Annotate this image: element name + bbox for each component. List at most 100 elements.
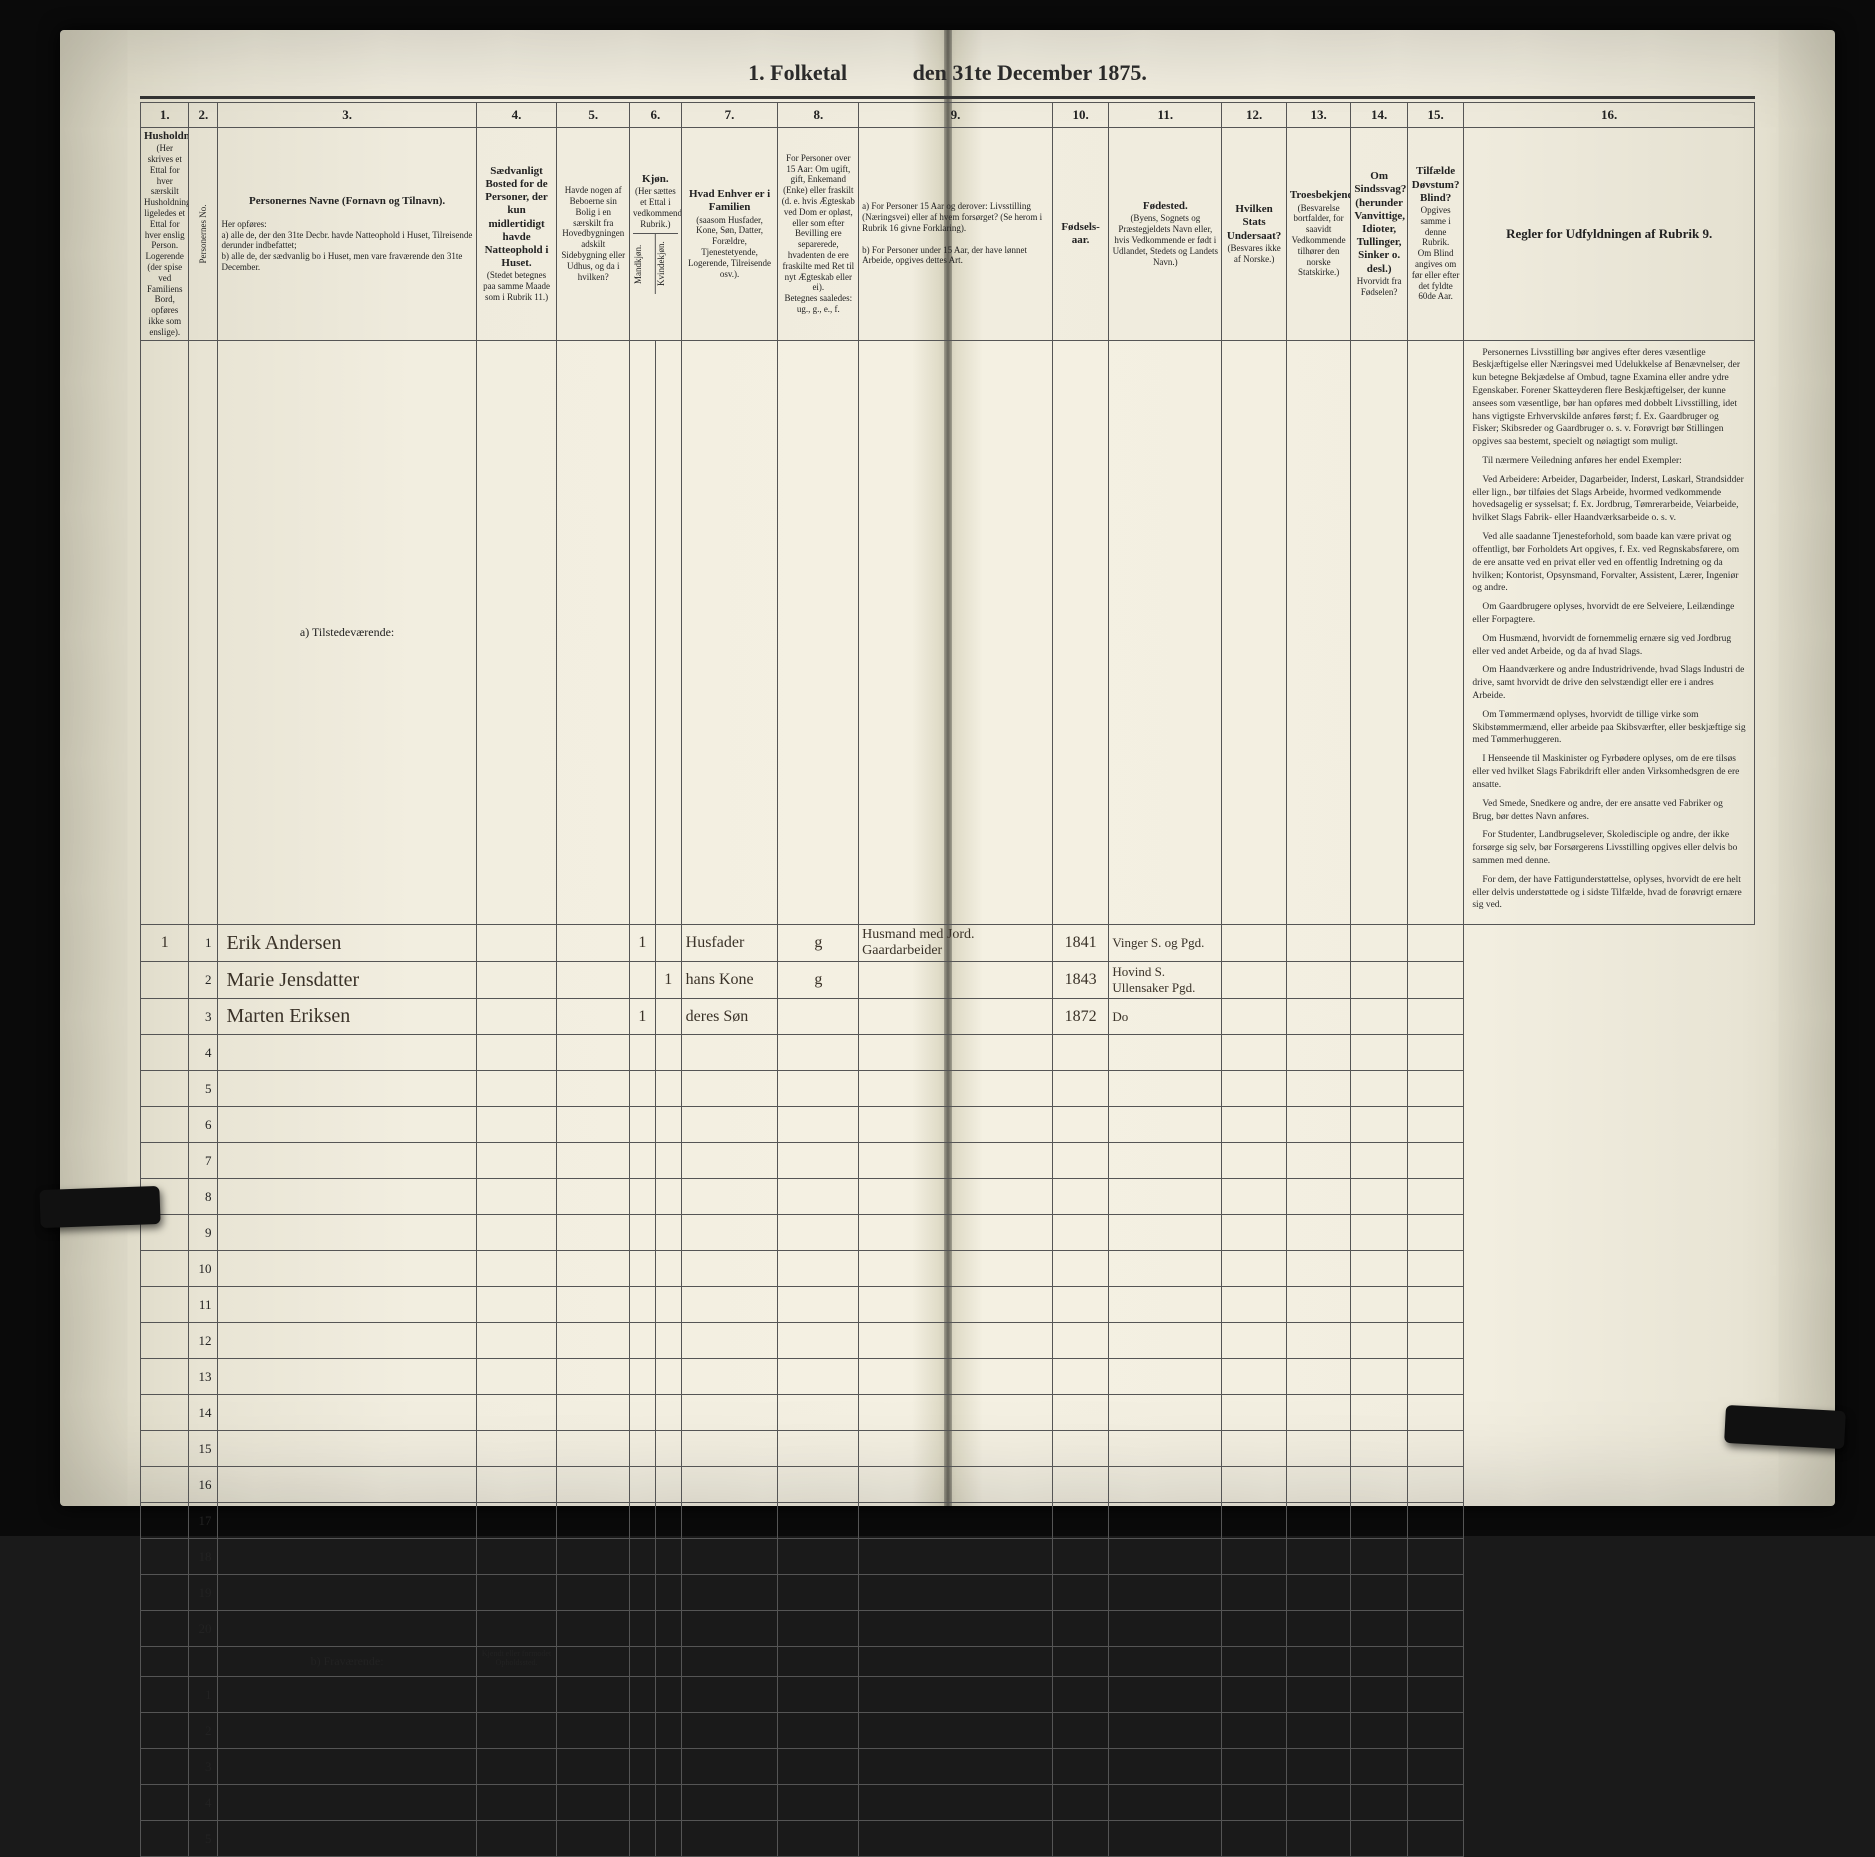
table-row-blank: 20 [141, 1611, 1755, 1647]
cell-hh: 1 [141, 925, 189, 962]
cell-rownum: 11 [189, 1287, 218, 1323]
cell-sex-k: 1 [655, 962, 681, 999]
hdr-2-txt: Personernes No. [198, 204, 208, 263]
table-row-blank: 15 [141, 1431, 1755, 1467]
instruction-paragraph: Om Tømmermænd oplyses, hvorvidt de tilli… [1472, 709, 1746, 747]
cell-rownum: 8 [189, 1179, 218, 1215]
cell-rownum: 2 [189, 962, 218, 999]
hdr-15-title: Tilfælde Døvstum? Blind? [1412, 165, 1460, 203]
hdr-8-sub: (d. e. hvis Ægteskab ved Dom er opløst, … [782, 196, 855, 292]
cell-rownum: 17 [189, 1503, 218, 1539]
colnum-4: 4. [476, 103, 557, 128]
cell-5 [557, 962, 630, 999]
table-row-blank: 18 [141, 1539, 1755, 1575]
table-row-blank-b: 3 [141, 1749, 1755, 1785]
table-row-blank: 13 [141, 1359, 1755, 1395]
hdr-12-title: Hvilken Stats Undersaat? [1227, 203, 1281, 241]
cell-occ [859, 962, 1053, 999]
cell-sex-m: 1 [630, 925, 656, 962]
hdr-4-sub: (Stedet betegnes paa samme Maade som i R… [483, 270, 550, 302]
cell-5 [557, 999, 630, 1035]
hdr-10: Fødsels-aar. [1052, 128, 1108, 341]
section-b-note: Kjendt eller formodet Opholdssted. [476, 1647, 557, 1677]
cell-rownum: 5 [189, 1821, 218, 1857]
cell-rownum: 9 [189, 1215, 218, 1251]
section-b-row: b) Fraværende: Kjendt eller formodet Oph… [141, 1647, 1755, 1677]
census-ledger: 1. 2. 3. 4. 5. 6. 7. 8. 9. 10. 11. 12. 1… [140, 102, 1755, 1466]
hdr-15-note: Opgives samme i denne Rubrik. [1420, 205, 1450, 247]
cell-rownum: 6 [189, 1107, 218, 1143]
hdr-1-note: Logerende (der spise ved Familiens Bord,… [145, 251, 183, 337]
colnum-11: 11. [1109, 103, 1222, 128]
instruction-paragraph: I Henseende til Maskinister og Fyrbødere… [1472, 753, 1746, 791]
cell-12 [1222, 925, 1287, 962]
cell-civ [778, 999, 859, 1035]
hdr-8-title: For Personer over 15 Aar: Om ugift, gift… [783, 153, 853, 195]
hdr-14-sub: Hvorvidt fra Fødselen? [1357, 276, 1402, 297]
table-row-blank: 19 [141, 1575, 1755, 1611]
colnum-12: 12. [1222, 103, 1287, 128]
cell-fam: hans Kone [681, 962, 778, 999]
hdr-13-sub: (Besvarelse bortfalder, for saavidt Vedk… [1292, 203, 1346, 278]
table-row-blank: 14 [141, 1395, 1755, 1431]
instruction-paragraph: Ved alle saadanne Tjenesteforhold, som b… [1472, 531, 1746, 595]
cell-occ: Husmand med Jord. Gaardarbeider [859, 925, 1053, 962]
hdr-7-title: Hvad Enhver er i Familien [689, 188, 770, 213]
cell-hh [141, 962, 189, 999]
instruction-paragraph: Personernes Livsstilling bør angives eft… [1472, 347, 1746, 450]
cell-rownum: 13 [189, 1359, 218, 1395]
hdr-9a: For Personer 15 Aar og derover: Livsstil… [862, 201, 1042, 233]
cell-5 [557, 925, 630, 962]
cell-14 [1351, 962, 1407, 999]
cell-rownum: 3 [189, 1749, 218, 1785]
cell-rownum: 19 [189, 1575, 218, 1611]
cell-rownum: 1 [189, 925, 218, 962]
hdr-3: Personernes Navne (Fornavn og Tilnavn). … [218, 128, 476, 341]
hdr-13-title: Troesbekjendelse. [1290, 189, 1351, 201]
hdr-8: For Personer over 15 Aar: Om ugift, gift… [778, 128, 859, 341]
cell-year: 1841 [1052, 925, 1108, 962]
hdr-6b: Kvindekjøn. [656, 234, 678, 294]
hdr-14: Om Sindssvag? (herunder Vanvittige, Idio… [1351, 128, 1407, 341]
cell-13 [1286, 962, 1351, 999]
colnum-2: 2. [189, 103, 218, 128]
hdr-15: Tilfælde Døvstum? Blind? Opgives samme i… [1407, 128, 1463, 341]
colnum-14: 14. [1351, 103, 1407, 128]
hdr-3-sub: Her opføres: a) alle de, der den 31te De… [221, 219, 472, 273]
hdr-6: Kjøn. (Her sættes et Ettal i vedkommende… [630, 128, 682, 341]
cell-15 [1407, 925, 1463, 962]
hdr-6-sub: (Her sættes et Ettal i vedkommende Rubri… [633, 186, 681, 228]
cell-civ: g [778, 925, 859, 962]
hdr-6-title: Kjøn. [642, 173, 669, 185]
hdr-9: a) For Personer 15 Aar og derover: Livss… [859, 128, 1053, 341]
hdr-7: Hvad Enhver er i Familien (saasom Husfad… [681, 128, 778, 341]
hdr-1: Husholdninger. (Her skrives et Ettal for… [141, 128, 189, 341]
hdr-9b: For Personer under 15 Aar, der have lønn… [862, 245, 1027, 266]
cell-hh [141, 999, 189, 1035]
cell-rownum: 18 [189, 1539, 218, 1575]
instruction-paragraph: Om Gaardbrugere oplyses, hvorvidt de ere… [1472, 601, 1746, 627]
colnum-13: 13. [1286, 103, 1351, 128]
header-row: Husholdninger. (Her skrives et Ettal for… [141, 128, 1755, 341]
cell-rownum: 1 [189, 1677, 218, 1713]
section-a-row: a) Tilstedeværende: Personernes Livsstil… [141, 340, 1755, 925]
colnum-9: 9. [859, 103, 1053, 128]
table-row: 11Erik Andersen1HusfadergHusmand med Jor… [141, 925, 1755, 962]
table-row-blank: 7 [141, 1143, 1755, 1179]
cell-rownum: 16 [189, 1467, 218, 1503]
colnum-6: 6. [630, 103, 682, 128]
hdr-8-note: Betegnes saaledes: ug., g., e., f. [784, 293, 852, 314]
hdr-11: Fødested. (Byens, Sognets og Præstegjeld… [1109, 128, 1222, 341]
table-row-blank: 11 [141, 1287, 1755, 1323]
colnum-8: 8. [778, 103, 859, 128]
cell-name: Marten Eriksen [218, 999, 476, 1035]
cell-15 [1407, 962, 1463, 999]
instruction-paragraph: Om Husmænd, hvorvidt de fornemmelig ernæ… [1472, 633, 1746, 659]
table-row-blank: 4 [141, 1035, 1755, 1071]
instruction-paragraph: Om Haandværkere og andre Industridrivend… [1472, 664, 1746, 702]
instruction-paragraph: Til nærmere Veiledning anføres her endel… [1472, 455, 1746, 468]
cell-12 [1222, 962, 1287, 999]
cell-rownum: 4 [189, 1785, 218, 1821]
cell-14 [1351, 999, 1407, 1035]
hdr-16: Regler for Udfyldningen af Rubrik 9. [1464, 128, 1755, 341]
